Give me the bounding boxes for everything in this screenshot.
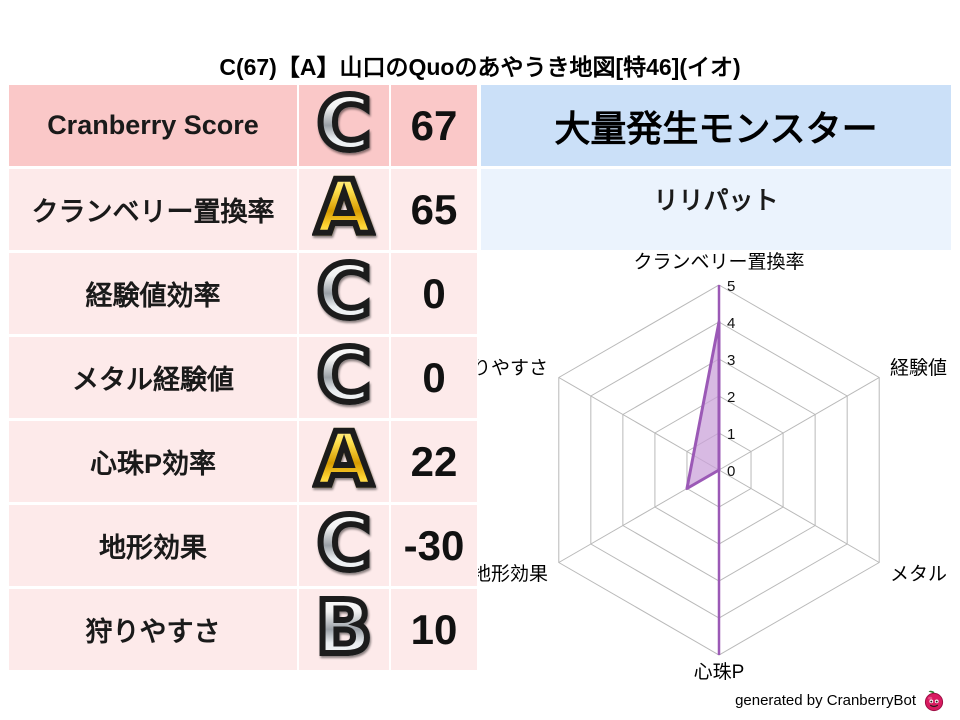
stat-label-cell: 地形効果 [9, 505, 297, 586]
radar-tick-4: 4 [727, 315, 735, 332]
grade-badge: C [314, 500, 374, 587]
radar-chart: 0 1 2 3 4 5 クランベリー置換率 経験値 メタル 心珠P 地形効果 狩… [478, 250, 960, 690]
page-title: C(67)【A】山口のQuoのあやうき地図[特46](イオ) [219, 54, 741, 80]
radar-axis-label-cranberry: クランベリー置換率 [633, 251, 804, 273]
stat-label-cell: Cranberry Score [9, 85, 297, 166]
radar-tick-1: 1 [727, 426, 735, 443]
stat-value: 0 [422, 353, 446, 401]
stat-value: 67 [410, 101, 458, 149]
stat-value-cell: 67 [391, 85, 477, 166]
table-row: クランベリー置換率 A 65 [9, 164, 477, 251]
stat-label: 経験値効率 [85, 281, 221, 311]
radar-svg: 0 1 2 3 4 5 クランベリー置換率 経験値 メタル 心珠P 地形効果 狩… [478, 251, 947, 683]
stat-label: 地形効果 [99, 533, 207, 563]
stat-value-cell: 65 [391, 169, 477, 250]
stat-grade-cell: C [299, 248, 389, 335]
stat-label-cell: 心珠P効率 [9, 421, 297, 502]
stat-grade-cell: C [299, 332, 389, 419]
radar-data-area [685, 320, 721, 490]
stat-value-cell: 0 [391, 253, 477, 334]
grade-badge: B [313, 584, 375, 671]
stat-grade-cell: C [299, 500, 389, 587]
stat-value-cell: 10 [391, 589, 477, 670]
stat-value-cell: -30 [391, 505, 477, 586]
stat-value: 22 [410, 437, 458, 485]
footer-text: generated by CranberryBot [735, 691, 916, 709]
footer: generated by CranberryBot [735, 688, 946, 712]
stat-grade-cell: A [299, 164, 389, 251]
radar-axis-label-shinju: 心珠P [694, 661, 745, 683]
table-row: Cranberry Score C 67 [9, 80, 477, 167]
stat-label-cell: メタル経験値 [9, 337, 297, 418]
grade-badge: C [314, 332, 374, 419]
stat-label-cell: 経験値効率 [9, 253, 297, 334]
stat-value-cell: 22 [391, 421, 477, 502]
table-row: 地形効果 C -30 [9, 500, 477, 587]
stat-value: -30 [403, 521, 465, 569]
stat-value: 0 [422, 269, 446, 317]
table-row: 心珠P効率 A 22 [9, 416, 477, 503]
stat-label: Cranberry Score [47, 110, 259, 140]
radar-tick-0: 0 [727, 463, 735, 480]
table-row: 経験値効率 C 0 [9, 248, 477, 335]
stats-table: Cranberry Score C 67 クランベリー置換率 A 65 経験値効… [9, 80, 477, 673]
stat-label: メタル経験値 [72, 365, 234, 395]
stat-value-cell: 0 [391, 337, 477, 418]
radar-tick-5: 5 [727, 278, 735, 295]
table-row: メタル経験値 C 0 [9, 332, 477, 419]
stat-label: 心珠P効率 [89, 449, 216, 479]
stat-value: 65 [410, 185, 458, 233]
stat-value: 10 [410, 605, 458, 653]
grade-badge: C [314, 80, 374, 167]
radar-axis-label-hunting: 狩りやすさ [478, 357, 548, 379]
stat-grade-cell: C [299, 80, 389, 167]
stat-label-cell: クランベリー置換率 [9, 169, 297, 250]
radar-axis-label-exp: 経験値 [890, 357, 947, 379]
monster-name: リリパット [653, 187, 779, 215]
grade-badge: A [312, 416, 375, 503]
radar-tick-2: 2 [727, 389, 735, 406]
monster-panel-heading: 大量発生モンスター [481, 85, 951, 166]
radar-tick-3: 3 [727, 352, 735, 369]
radar-axis-label-terrain: 地形効果 [478, 563, 548, 585]
monster-name-panel: リリパット [481, 169, 951, 250]
cranberry-face-icon [922, 688, 946, 712]
stat-grade-cell: B [299, 584, 389, 671]
table-row: 狩りやすさ B 10 [9, 584, 477, 671]
stat-label-cell: 狩りやすさ [9, 589, 297, 670]
radar-axis-label-metal: メタル [890, 563, 947, 585]
monster-panel-heading-text: 大量発生モンスター [554, 107, 878, 149]
grade-badge: A [312, 164, 375, 251]
stat-grade-cell: A [299, 416, 389, 503]
stat-label: 狩りやすさ [85, 617, 221, 647]
stat-label: クランベリー置換率 [31, 197, 275, 227]
grade-badge: C [314, 248, 374, 335]
